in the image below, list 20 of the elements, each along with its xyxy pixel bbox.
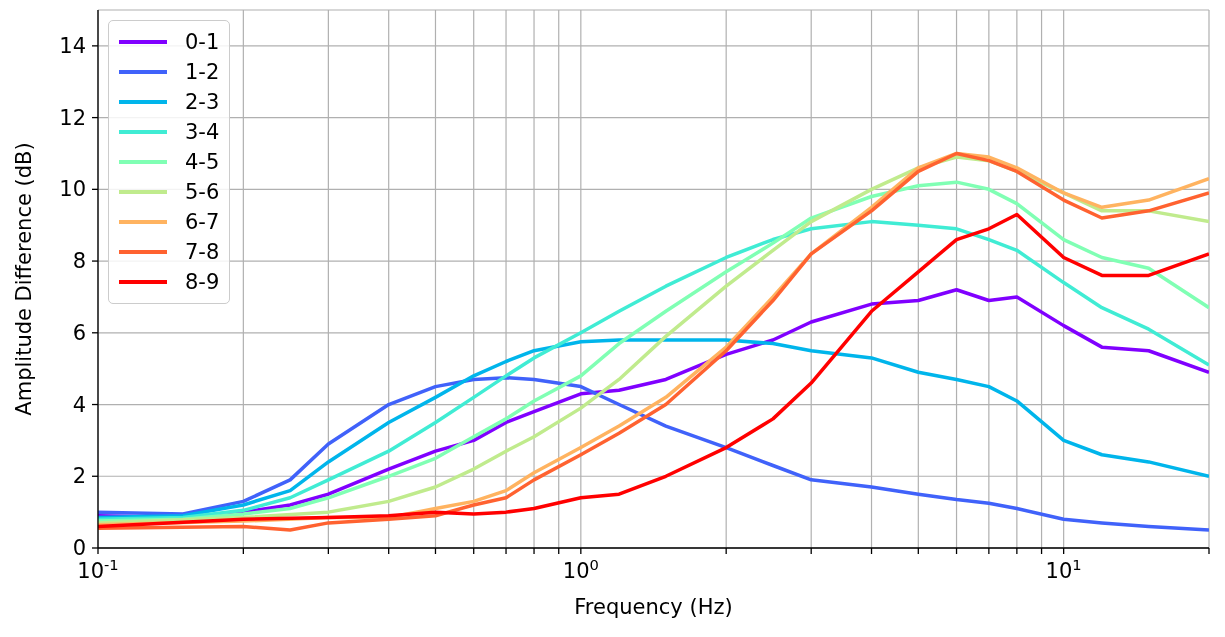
legend-label: 3-4 bbox=[185, 119, 220, 146]
legend-label: 7-8 bbox=[185, 239, 220, 266]
x-tick-label: 10$^{1}$ bbox=[1045, 555, 1082, 583]
legend-label: 1-2 bbox=[185, 59, 220, 86]
y-tick-label: 8 bbox=[72, 249, 86, 274]
y-tick-label: 14 bbox=[59, 33, 86, 58]
legend-label: 4-5 bbox=[185, 149, 220, 176]
y-tick-label: 2 bbox=[72, 464, 86, 489]
x-axis-title: Frequency (Hz) bbox=[574, 595, 733, 619]
legend-label: 0-1 bbox=[185, 29, 220, 56]
y-tick-label: 6 bbox=[72, 320, 86, 345]
legend-label: 8-9 bbox=[185, 269, 220, 296]
legend-label: 2-3 bbox=[185, 89, 220, 116]
legend-label: 6-7 bbox=[185, 209, 220, 236]
legend-label: 5-6 bbox=[185, 179, 220, 206]
y-axis-title: Amplitude Difference (dB) bbox=[12, 142, 37, 416]
y-tick-label: 12 bbox=[59, 105, 86, 130]
y-tick-label: 4 bbox=[72, 392, 86, 417]
y-tick-label: 10 bbox=[59, 177, 86, 202]
x-tick-label: 10$^{0}$ bbox=[562, 555, 599, 583]
